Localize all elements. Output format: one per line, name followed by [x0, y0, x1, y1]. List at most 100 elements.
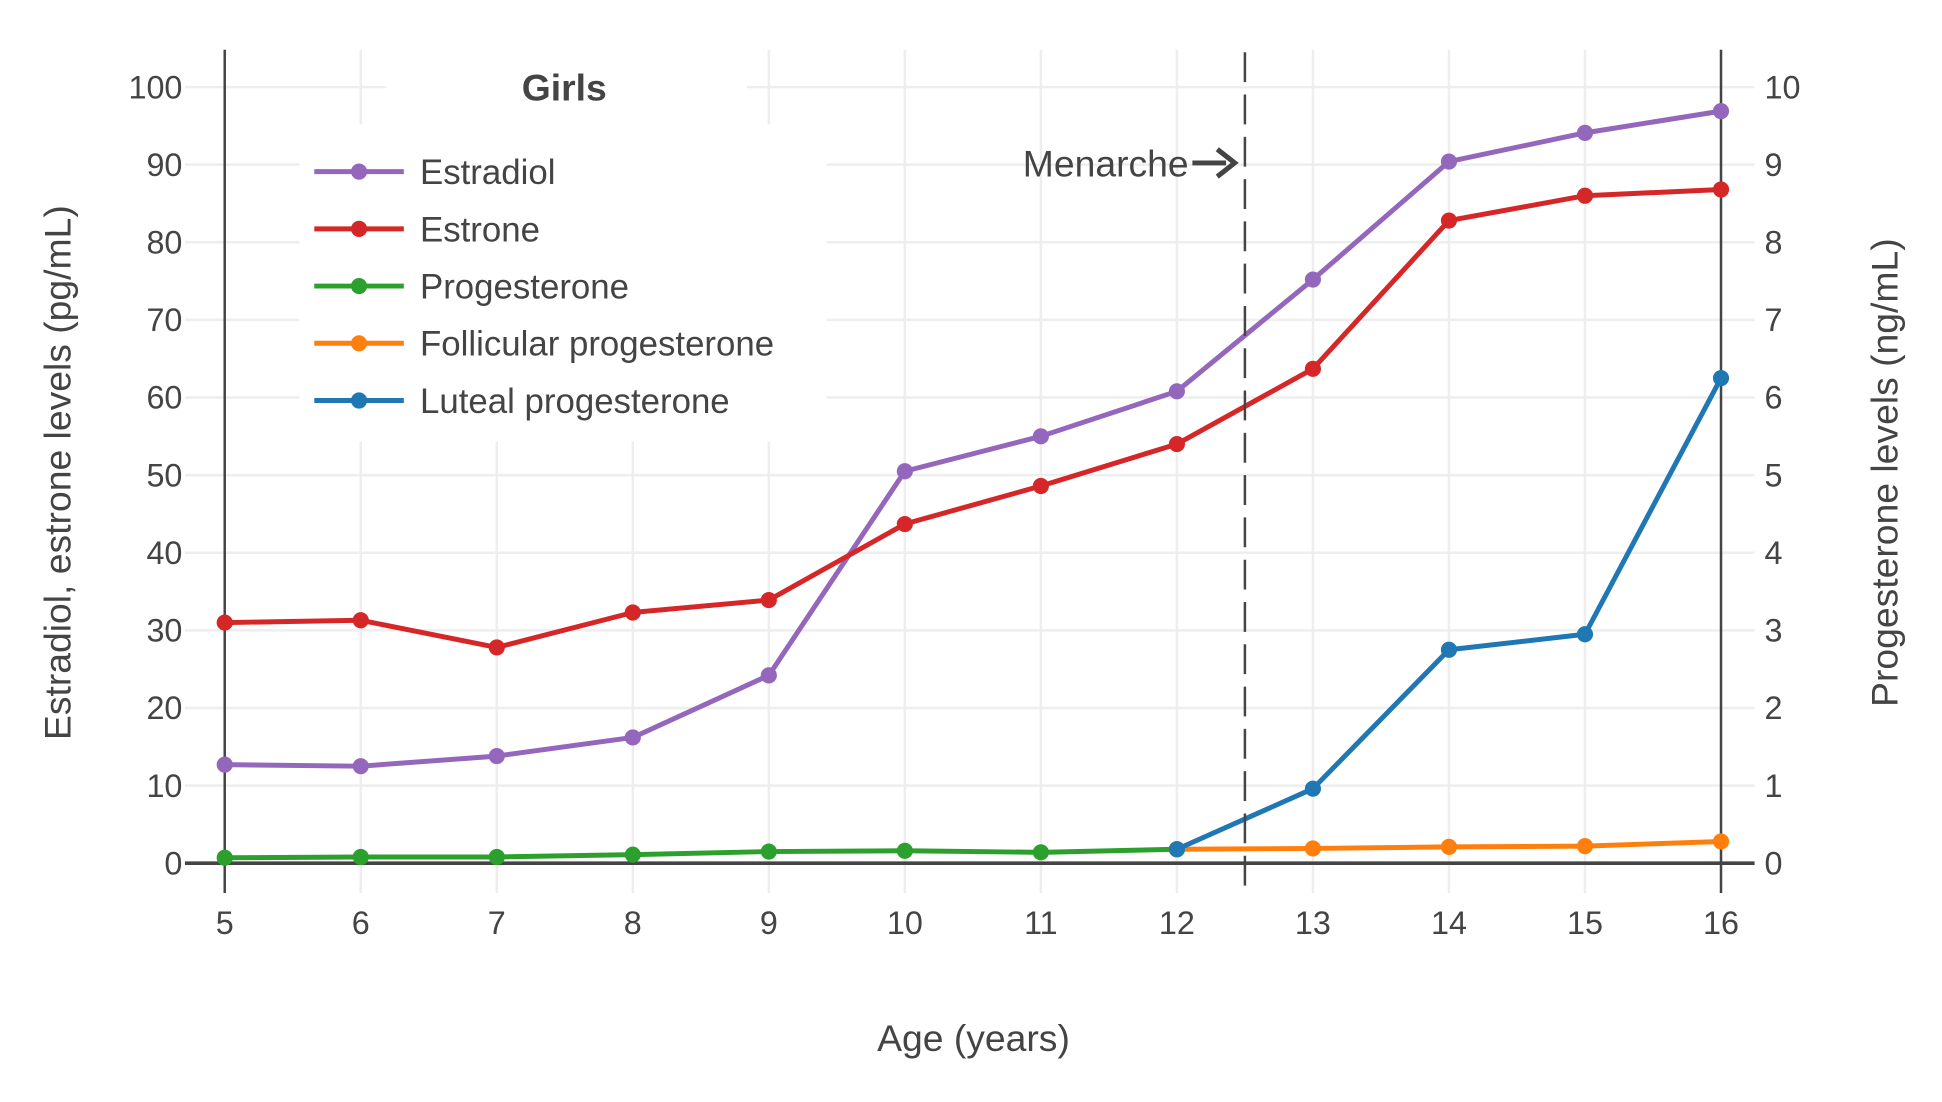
x-tick-label: 15 — [1567, 905, 1603, 941]
y-right-tick-label: 7 — [1765, 302, 1783, 338]
legend-label-luteal-progesterone: Luteal progesterone — [420, 382, 730, 421]
progesterone-point — [760, 843, 777, 860]
estrone-point — [1440, 212, 1458, 229]
estrone-point — [352, 612, 369, 629]
estradiol-point — [1032, 428, 1049, 445]
legend: Girls Estradiol Estrone Progesterone Follicu… — [299, 49, 827, 442]
menarche-annotation: Menarche — [1023, 52, 1247, 894]
estrone-point — [624, 604, 641, 621]
y-left-tick-label: 10 — [146, 768, 182, 804]
estrone-point — [216, 614, 233, 631]
follicular-progesterone-point — [1304, 840, 1322, 857]
series-layer — [216, 103, 1730, 866]
x-tick-label: 11 — [1024, 905, 1058, 941]
legend-marker-progesterone — [350, 277, 368, 295]
legend-label-estrone: Estrone — [420, 210, 540, 249]
luteal-progesterone-point — [1168, 841, 1185, 858]
luteal-progesterone-point — [1712, 370, 1730, 387]
x-tick-label: 6 — [352, 905, 370, 941]
legend-marker-follicular-progesterone — [350, 335, 368, 352]
luteal-progesterone-point — [1576, 626, 1594, 643]
y-right-tick-label: 2 — [1765, 690, 1783, 726]
estradiol-point — [896, 463, 913, 480]
estradiol-point — [1712, 103, 1730, 120]
title-background — [386, 49, 748, 127]
legend-label-progesterone: Progesterone — [420, 268, 629, 307]
estradiol-point — [488, 748, 505, 765]
y-left-tick-label: 80 — [146, 224, 182, 260]
estradiol-point — [1576, 124, 1594, 141]
y-right-tick-label: 4 — [1765, 535, 1783, 571]
estrone-point — [760, 592, 777, 609]
luteal-progesterone-point — [1440, 641, 1458, 658]
estrone-point — [896, 515, 913, 533]
y-left-tick-label: 40 — [146, 535, 182, 571]
x-tick-label: 13 — [1295, 905, 1331, 941]
estrone-point — [1168, 435, 1185, 453]
x-tick-label: 12 — [1159, 905, 1195, 941]
progesterone-line — [224, 846, 1177, 861]
x-tick-label: 16 — [1703, 905, 1739, 941]
estradiol-line — [224, 108, 1722, 769]
y-left-tick-label: 90 — [146, 147, 182, 183]
y-right-tick-label: 8 — [1765, 224, 1783, 260]
estrone-point — [1576, 187, 1594, 204]
estrone-point — [1032, 477, 1049, 495]
estrone-point — [488, 639, 505, 656]
estradiol-point — [216, 756, 233, 773]
y-left-tick-label: 0 — [164, 845, 182, 881]
x-tick-label: 10 — [887, 905, 923, 941]
legend-marker-estradiol — [350, 163, 368, 180]
x-axis-title: Age (years) — [877, 1017, 1070, 1059]
menarche-label: Menarche — [1023, 143, 1189, 185]
estrone-line — [224, 187, 1722, 650]
y-right-tick-label: 1 — [1765, 768, 1783, 804]
estradiol-point — [352, 758, 369, 775]
y-right-tick-label: 10 — [1765, 69, 1801, 105]
legend-marker-estrone — [350, 220, 368, 237]
y-right-tick-label: 0 — [1765, 845, 1783, 881]
arrow-right-icon — [1192, 147, 1239, 179]
follicular-progesterone-point — [1440, 838, 1458, 855]
luteal-progesterone-point — [1304, 780, 1322, 797]
y-left-tick-label: 20 — [146, 690, 182, 726]
progesterone-point — [1032, 844, 1049, 861]
estradiol-point — [760, 667, 777, 684]
legend-marker-luteal-progesterone — [350, 392, 368, 409]
estrone-point — [1712, 181, 1730, 198]
y-axis-left-title: Estradiol, estrone levels (pg/mL) — [36, 205, 78, 740]
x-tick-label: 14 — [1431, 905, 1467, 941]
x-tick-label: 9 — [760, 905, 778, 941]
estrone-point — [1304, 360, 1322, 377]
y-right-tick-label: 6 — [1765, 380, 1783, 416]
follicular-progesterone-point — [1576, 838, 1594, 855]
legend-label-estradiol: Estradiol — [420, 153, 555, 192]
estradiol-point — [624, 729, 641, 746]
y-axis-right-title: Progesterone levels (ng/mL) — [1864, 238, 1906, 707]
legend-label-follicular-progesterone: Follicular progesterone — [420, 325, 774, 364]
axes: 5 6 7 8 9 10 11 12 13 14 15 16010203040506070809010… — [128, 49, 1801, 941]
y-left-tick-label: 60 — [146, 380, 182, 416]
estradiol-point — [1440, 153, 1458, 170]
y-right-tick-label: 5 — [1765, 457, 1783, 493]
legend-background — [299, 124, 827, 442]
y-left-tick-label: 100 — [128, 69, 182, 105]
follicular-progesterone-point — [1712, 833, 1730, 850]
estradiol-point — [1304, 271, 1322, 288]
progesterone-point — [488, 848, 505, 866]
y-right-tick-label: 3 — [1765, 613, 1783, 649]
x-tick-label: 5 — [216, 905, 234, 941]
x-tick-label: 8 — [624, 905, 642, 941]
progesterone-point — [352, 848, 369, 866]
y-left-tick-label: 70 — [146, 302, 182, 338]
y-right-tick-label: 9 — [1765, 147, 1783, 183]
x-tick-label: 7 — [488, 905, 506, 941]
y-left-tick-label: 30 — [146, 613, 182, 649]
progesterone-point — [216, 849, 233, 866]
chart-title: Girls — [522, 67, 607, 109]
estradiol-point — [1168, 383, 1185, 400]
y-left-tick-label: 50 — [146, 457, 182, 493]
progesterone-point — [624, 846, 641, 863]
progesterone-point — [896, 842, 913, 859]
